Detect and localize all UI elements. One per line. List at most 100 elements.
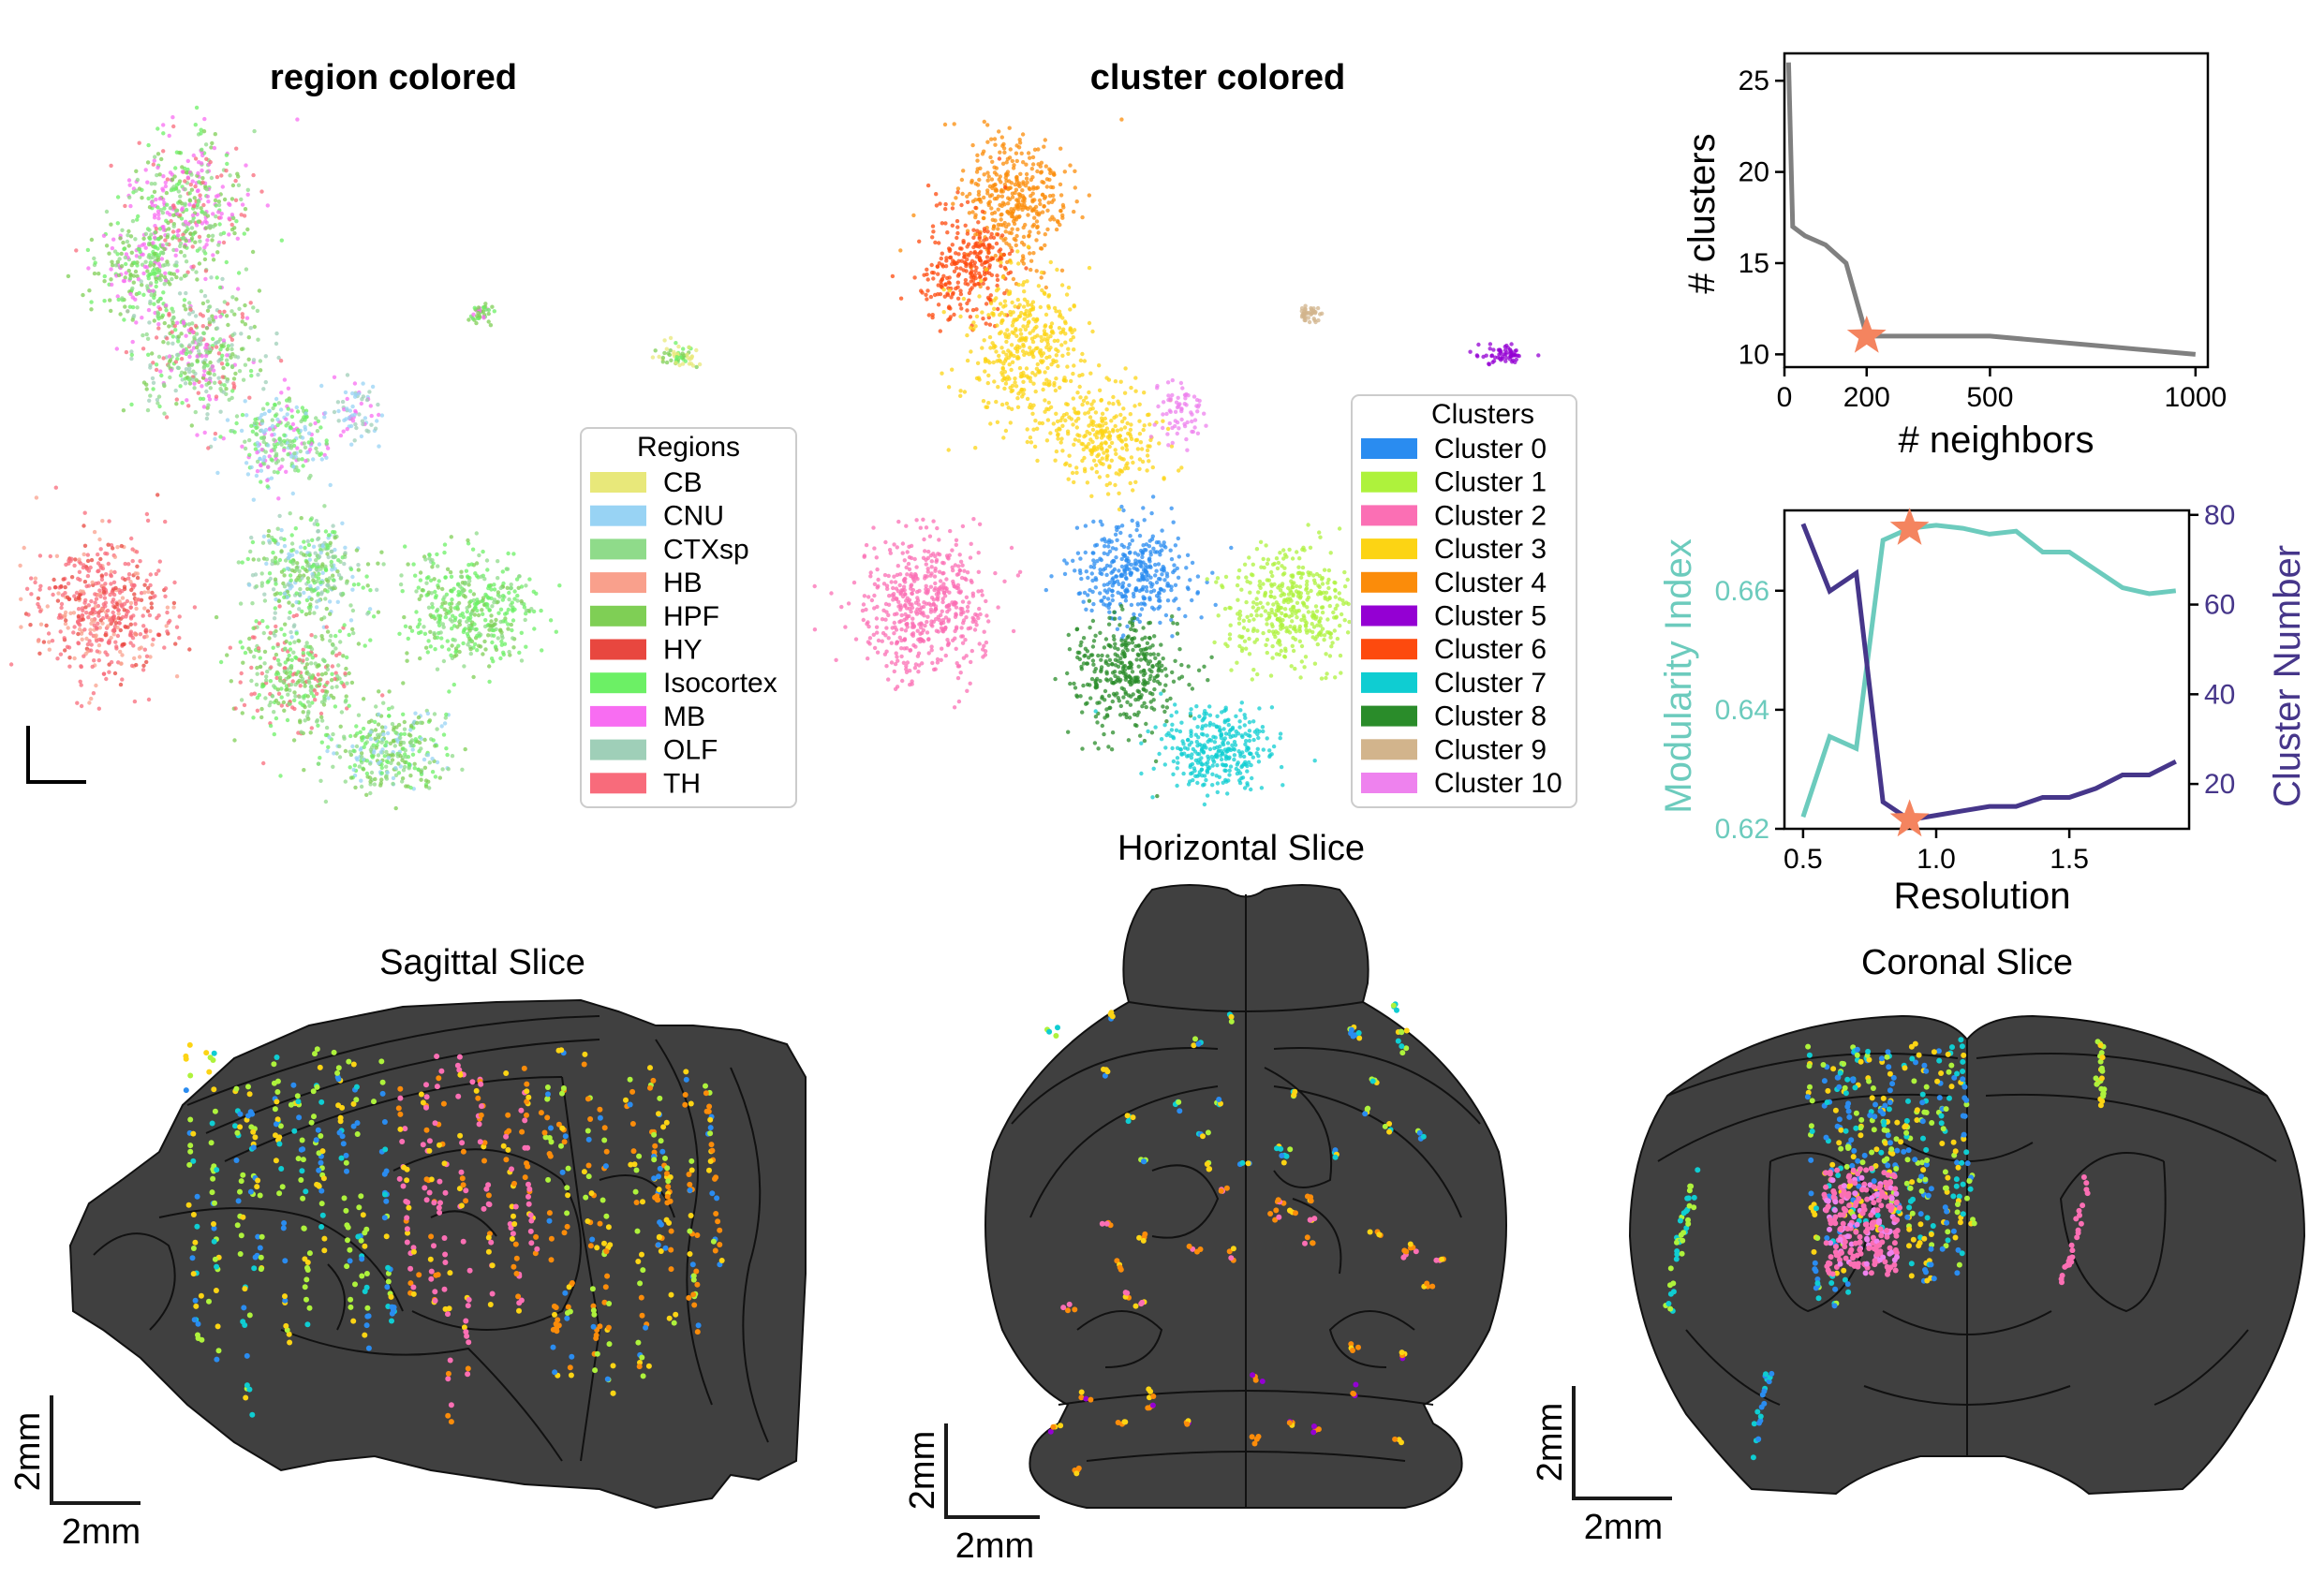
umap-point	[191, 153, 196, 158]
umap-point	[320, 570, 325, 575]
umap-point	[37, 605, 41, 610]
umap-point	[102, 273, 108, 279]
umap-point	[968, 288, 973, 292]
umap-point	[124, 271, 128, 275]
umap-point	[413, 737, 418, 742]
umap-point	[265, 670, 270, 674]
umap-point	[390, 705, 394, 710]
umap-point	[467, 579, 472, 583]
umap-point	[312, 522, 317, 526]
umap-point	[159, 273, 164, 278]
umap-point	[492, 583, 496, 587]
umap-point	[225, 362, 230, 367]
umap-point	[240, 711, 244, 715]
umap-point	[104, 676, 109, 682]
umap-point	[412, 766, 417, 771]
umap-point	[147, 273, 152, 277]
umap-point	[212, 145, 217, 151]
umap-point	[436, 564, 440, 568]
umap-point	[193, 123, 198, 127]
umap-point	[361, 697, 366, 701]
umap-point	[86, 583, 92, 588]
umap-point	[271, 406, 275, 411]
umap-point	[200, 396, 206, 402]
umap-point	[325, 667, 331, 671]
umap-point	[511, 618, 516, 623]
umap-point	[191, 264, 196, 269]
umap-point	[284, 639, 289, 644]
umap-point	[298, 684, 303, 688]
umap-point	[1029, 352, 1035, 357]
umap-point	[265, 478, 270, 483]
umap-point	[122, 584, 127, 589]
umap-point	[175, 229, 180, 234]
umap-point	[88, 611, 94, 615]
umap-point	[940, 371, 944, 376]
umap-point	[151, 255, 155, 259]
umap-point	[46, 631, 52, 636]
umap-point	[148, 628, 153, 634]
umap-point	[483, 647, 488, 652]
umap-point	[293, 468, 298, 473]
umap-point	[990, 341, 995, 346]
umap-point	[126, 309, 130, 314]
umap-point	[116, 273, 122, 278]
umap-point	[315, 562, 319, 567]
umap-point	[1035, 169, 1040, 174]
umap-point	[293, 655, 298, 660]
umap-point	[1034, 324, 1039, 330]
umap-point	[209, 275, 214, 280]
umap-point	[1001, 141, 1006, 147]
umap-point	[972, 249, 978, 255]
umap-point	[353, 392, 358, 397]
umap-point	[232, 430, 237, 435]
umap-point	[433, 774, 438, 779]
umap-point	[458, 574, 464, 579]
umap-point	[1133, 437, 1139, 443]
umap-point	[141, 292, 146, 297]
umap-point	[194, 377, 200, 383]
umap-point	[1015, 344, 1020, 348]
umap-point	[1006, 332, 1012, 337]
umap-point	[248, 549, 253, 554]
umap-point	[204, 156, 209, 161]
umap-point	[214, 214, 218, 219]
umap-point	[311, 457, 316, 462]
umap-point	[239, 671, 244, 676]
umap-point	[374, 745, 378, 750]
umap-point	[1010, 227, 1014, 231]
umap-point	[882, 572, 888, 578]
umap-point	[1010, 211, 1014, 215]
umap-point	[1080, 214, 1085, 220]
umap-point	[982, 119, 987, 125]
umap-point	[1051, 421, 1057, 426]
umap-point	[422, 757, 427, 762]
umap-point	[312, 688, 318, 693]
umap-point	[305, 711, 311, 715]
umap-point	[170, 236, 175, 241]
umap-point	[1030, 371, 1035, 376]
umap-point	[318, 551, 323, 555]
umap-point	[245, 472, 251, 477]
umap-point	[229, 222, 234, 228]
umap-point	[248, 326, 253, 331]
umap-point	[487, 679, 492, 685]
umap-point	[1031, 251, 1036, 256]
umap-point	[224, 314, 229, 318]
umap-point	[1063, 462, 1068, 467]
umap-point	[970, 210, 975, 214]
umap-point	[1072, 442, 1076, 447]
umap-point	[481, 652, 485, 656]
umap-point	[285, 717, 290, 723]
umap-point	[128, 273, 133, 278]
umap-point	[115, 259, 120, 264]
umap-point	[182, 321, 186, 326]
umap-point	[309, 436, 314, 442]
umap-point	[473, 571, 478, 576]
umap-point	[402, 731, 407, 736]
umap-point	[314, 605, 319, 610]
umap-point	[234, 420, 239, 426]
umap-point	[512, 607, 517, 612]
umap-point	[961, 296, 967, 302]
umap-point	[422, 737, 427, 743]
